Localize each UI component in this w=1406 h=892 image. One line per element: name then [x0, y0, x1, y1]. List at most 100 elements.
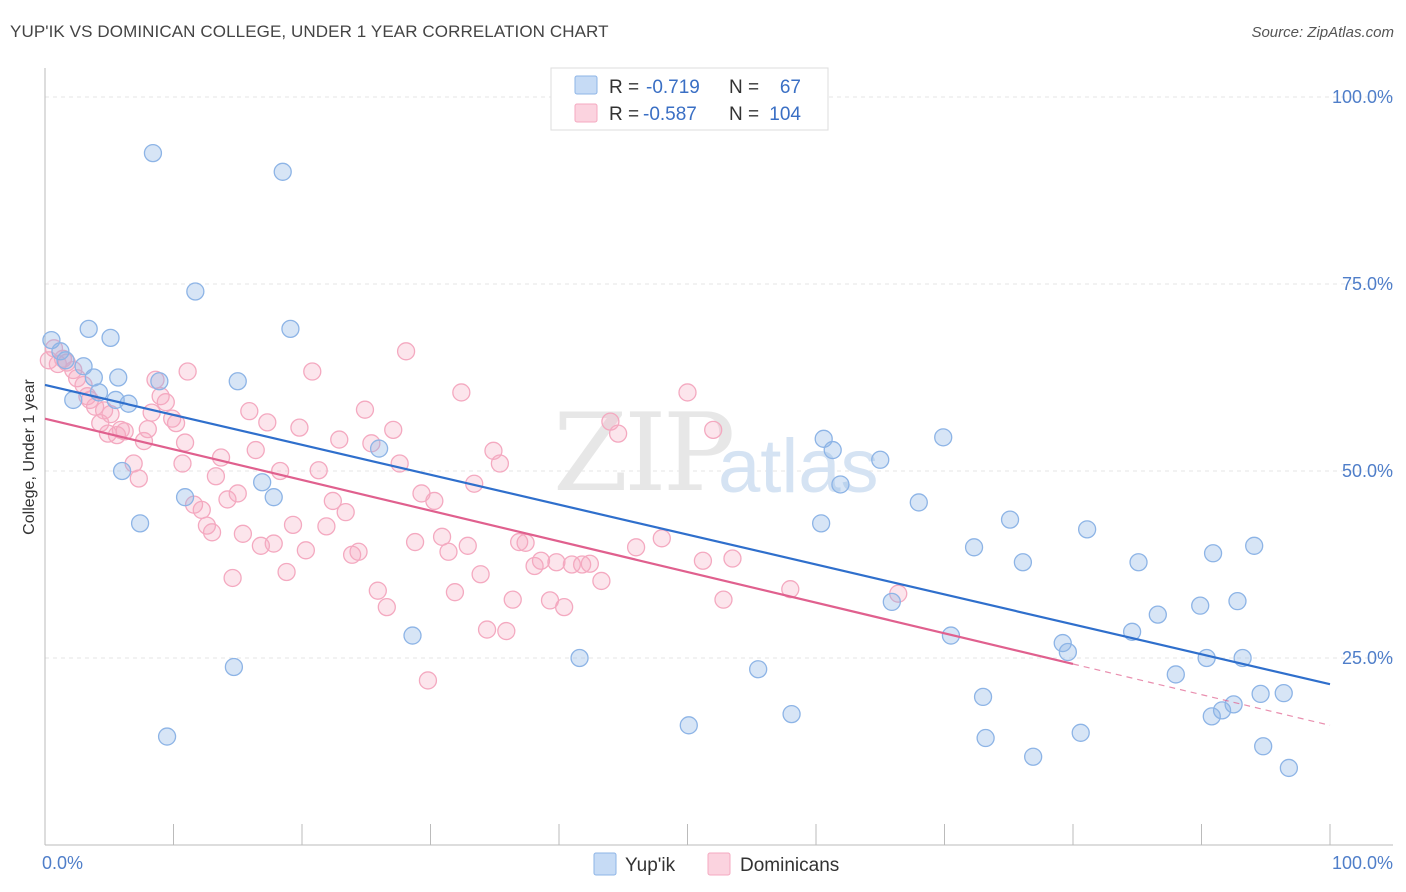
- legend-r-value-dominicans: -0.587: [643, 104, 697, 125]
- yupik-point: [175, 488, 195, 507]
- yupik-point: [1197, 648, 1216, 668]
- dominicans-point: [439, 542, 458, 561]
- dominicans-point: [384, 420, 403, 440]
- yupik-point: [143, 143, 163, 163]
- yupik-point: [1203, 544, 1223, 563]
- yupik-trend-line: [44, 383, 1331, 686]
- yupik-point: [1013, 553, 1033, 572]
- yupik-point: [79, 319, 98, 339]
- dominicans-point: [211, 448, 231, 467]
- legend-r-label-dominicans: R =: [609, 104, 639, 125]
- dominicans-point: [317, 517, 336, 536]
- grid-lines: [45, 96, 1393, 659]
- dominicans-point: [477, 620, 497, 639]
- yupik-point: [1129, 553, 1148, 572]
- yupik-point: [1251, 684, 1270, 704]
- yupik-point: [112, 461, 132, 481]
- dominicans-point: [554, 597, 574, 617]
- yupik-point: [1058, 642, 1078, 662]
- dominicans-point: [425, 491, 444, 511]
- yupik-point: [679, 716, 698, 735]
- dominicans-point: [652, 529, 671, 548]
- yupik-point: [934, 428, 953, 447]
- bottom-legend-swatch-yupik: [593, 852, 617, 876]
- dominicans-point: [330, 430, 349, 449]
- dominicans-point: [349, 542, 368, 561]
- yupik-point: [281, 319, 300, 339]
- axes: [44, 68, 1393, 846]
- dominicans-point: [277, 562, 296, 582]
- yupik-point: [369, 439, 389, 458]
- yupik-point: [273, 162, 292, 181]
- chart-title: YUP'IK VS DOMINICAN COLLEGE, UNDER 1 YEA…: [10, 22, 609, 41]
- legend-n-value-yupik: 67: [780, 77, 801, 98]
- yupik-point: [1245, 536, 1264, 555]
- dominicans-point: [678, 383, 697, 402]
- dominicans-point: [704, 420, 723, 440]
- yupik-point: [871, 450, 890, 469]
- dominicans-point: [445, 583, 465, 602]
- dominicans-point: [396, 342, 416, 361]
- y-tick-label: 100.0%: [1332, 87, 1393, 107]
- legend-n-label-yupik: N =: [729, 77, 759, 98]
- tick-labels: 100.0% 75.0% 50.0% 25.0% 0.0% 100.0%: [42, 87, 1393, 873]
- legend-n-value-dominicans: 104: [769, 104, 801, 125]
- yupik-point: [782, 704, 801, 724]
- yupik-point: [973, 687, 993, 707]
- dominicans-point: [206, 467, 226, 486]
- dominicans-point: [138, 419, 157, 439]
- dominicans-point: [142, 403, 161, 422]
- dominicans-point: [458, 536, 477, 555]
- legend-swatch-dominicans: [574, 103, 598, 123]
- yupik-point: [1254, 737, 1273, 756]
- dominicans-point: [580, 554, 599, 573]
- yupik-point: [1053, 633, 1072, 653]
- y-tick-label: 75.0%: [1342, 274, 1393, 294]
- source-label: Source: ZipAtlas.com: [1251, 24, 1394, 41]
- dominicans-point: [503, 590, 522, 609]
- dominicans-point: [228, 484, 247, 503]
- dominicans-point: [377, 597, 396, 617]
- dominicans-point: [258, 413, 277, 432]
- yupik-point: [831, 475, 850, 494]
- yupik-point: [811, 514, 831, 533]
- dominicans-trend-line: [44, 417, 1074, 666]
- yupik-point: [228, 372, 247, 391]
- dominicans-point: [192, 500, 211, 520]
- yupik-point: [264, 488, 283, 507]
- dominicans-point: [303, 362, 322, 381]
- dominicans-point: [240, 402, 259, 421]
- yupik-point: [109, 368, 128, 387]
- dominicans-point: [531, 551, 551, 570]
- dominicans-point: [290, 418, 309, 437]
- yupik-point: [224, 657, 244, 677]
- dominicans-point: [246, 440, 265, 460]
- yupik-point: [56, 351, 75, 370]
- yupik-point: [253, 473, 272, 492]
- yupik-point: [1024, 747, 1043, 766]
- yupik-point: [1148, 605, 1167, 624]
- dominicans-point: [178, 362, 197, 381]
- yupik-point: [909, 493, 928, 512]
- yupik-point: [1212, 701, 1232, 720]
- dominicans-point: [156, 393, 175, 412]
- dominicans-point: [309, 461, 328, 480]
- dominicans-point: [323, 491, 342, 511]
- yupik-point: [964, 538, 984, 557]
- dominicans-point: [336, 502, 355, 522]
- dominicans-point: [714, 590, 733, 609]
- dominicans-point: [452, 383, 471, 402]
- yupik-point: [1071, 723, 1090, 742]
- yupik-point: [1274, 684, 1293, 703]
- dominicans-point: [592, 571, 611, 591]
- yupik-point: [186, 282, 205, 301]
- y-tick-label: 50.0%: [1342, 461, 1393, 481]
- dominicans-point: [418, 671, 438, 690]
- legend: R = -0.719 N = 67 R = -0.587 N = 104: [550, 67, 829, 131]
- yupik-point: [403, 626, 422, 645]
- yupik-point: [749, 660, 768, 679]
- dominicans-point: [218, 490, 237, 509]
- data-points: [39, 143, 1299, 778]
- x-tick-label: 0.0%: [42, 853, 83, 873]
